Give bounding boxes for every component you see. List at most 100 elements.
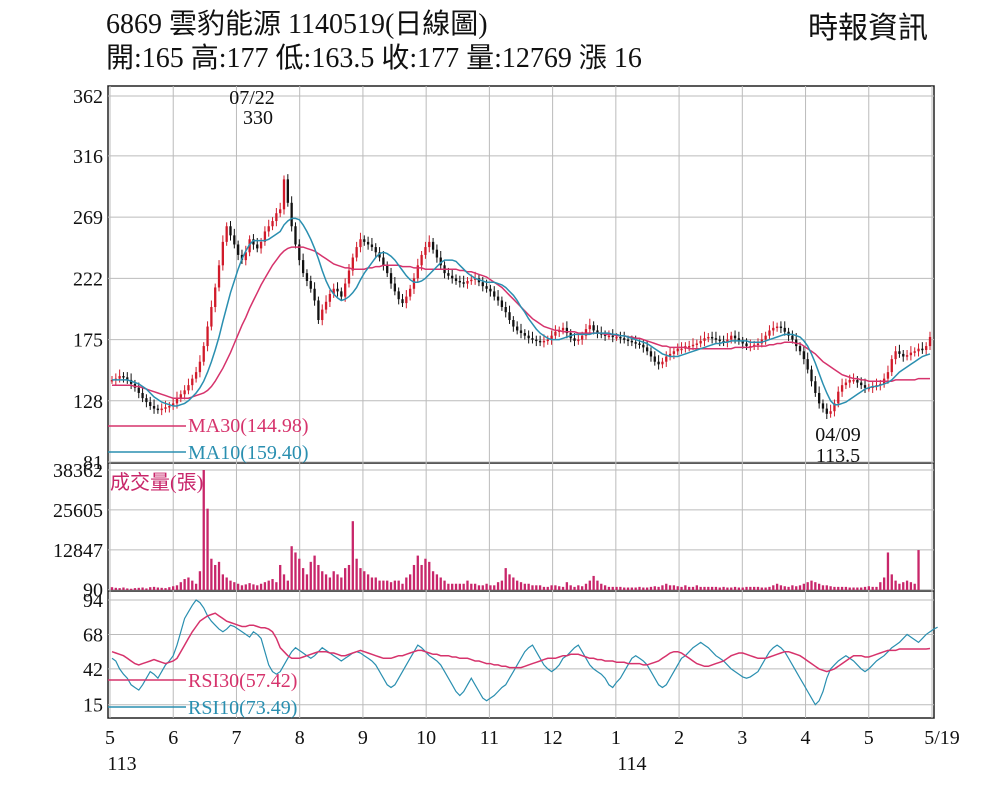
volume-bar [149, 587, 152, 590]
rsi-tick-label: 42 [83, 659, 103, 681]
candle-body [347, 270, 351, 284]
candle-body [592, 325, 595, 331]
year-label: 113 [107, 753, 136, 775]
volume-bar [236, 583, 240, 590]
candle-body [397, 291, 400, 300]
volume-bar [344, 568, 347, 590]
candle-body [802, 351, 806, 360]
candle-body [527, 335, 530, 339]
candle-body [126, 377, 129, 380]
candle-body [623, 338, 626, 340]
candle-body [779, 326, 783, 329]
volume-bar [110, 587, 114, 590]
volume-bar [317, 564, 320, 590]
volume-bar [355, 558, 358, 590]
candle-body [860, 382, 863, 386]
volume-bar [301, 568, 305, 590]
candle-body [917, 348, 920, 352]
candle-body [668, 353, 672, 357]
volume-bar [707, 586, 710, 590]
candle-body [508, 312, 511, 321]
volume-bar [611, 586, 614, 590]
volume-bar [699, 586, 702, 590]
volume-bar [684, 585, 687, 590]
candle-body [206, 326, 209, 347]
volume-bar [733, 586, 737, 590]
volume-bar [902, 582, 905, 590]
volume-bar [313, 555, 316, 590]
volume-tick-label: 25605 [53, 500, 103, 522]
candle-body [236, 244, 240, 255]
candle-body [298, 244, 301, 261]
candle-body [393, 283, 397, 292]
candle-body [294, 226, 297, 245]
candle-body [913, 351, 916, 353]
candle-body [431, 241, 435, 250]
candle-body [485, 286, 488, 289]
volume-bar [840, 586, 844, 590]
volume-bar [703, 586, 706, 590]
candle-body [928, 336, 932, 347]
volume-bar [206, 508, 209, 590]
candle-body [355, 247, 358, 258]
x-tick-label: 8 [295, 727, 305, 749]
candle-body [172, 403, 175, 406]
candle-body [351, 257, 354, 271]
volume-bar [592, 575, 595, 590]
volume-bar [382, 580, 385, 590]
quote-summary: 開:165 高:177 低:163.5 收:177 量:12769 漲 16 [106, 43, 642, 74]
volume-bar [890, 574, 893, 590]
candle-body [122, 376, 125, 378]
candle-body [707, 336, 710, 339]
candle-body [886, 372, 890, 379]
candle-body [588, 325, 591, 330]
volume-bar [416, 555, 419, 590]
candle-body [611, 335, 614, 338]
candle-body [401, 299, 404, 304]
volume-bar [737, 587, 741, 590]
volume-bar [271, 579, 274, 590]
candle-body [256, 244, 259, 249]
candle-body [703, 338, 706, 341]
candle-body [370, 244, 374, 248]
volume-bar [626, 587, 630, 590]
candle-body [359, 239, 362, 248]
candle-body [160, 408, 163, 411]
volume-bar [321, 571, 324, 590]
candle-body [332, 288, 335, 294]
volume-bar [386, 580, 389, 590]
volume-bar [584, 583, 588, 590]
candle-body [221, 241, 225, 266]
volume-bar [462, 583, 465, 590]
volume-bar [749, 586, 752, 590]
candle-body [504, 307, 507, 313]
volume-bar [198, 571, 202, 590]
volume-bar [470, 583, 473, 590]
volume-bar [298, 558, 301, 590]
volume-bar [114, 587, 117, 590]
volume-bar [523, 583, 526, 590]
volume-bar [275, 582, 278, 590]
volume-bar [225, 577, 228, 590]
volume-bar [420, 564, 423, 590]
candle-body [252, 239, 255, 245]
price-tick-label: 128 [73, 391, 103, 413]
candle-body [714, 338, 718, 340]
candle-body [301, 260, 305, 274]
candle-body [619, 336, 622, 339]
candle-body [745, 343, 748, 347]
price-tick-label: 81 [83, 452, 103, 474]
volume-bar [665, 583, 668, 590]
candle-body [894, 351, 897, 360]
volume-bar [435, 574, 439, 590]
candle-body [366, 241, 370, 245]
candle-body [466, 280, 469, 284]
volume-bar [519, 582, 523, 590]
chart-frame [107, 85, 935, 719]
candle-body [821, 403, 825, 409]
volume-bar [779, 585, 783, 590]
candle-body [481, 282, 484, 287]
volume-bar [554, 585, 557, 590]
candle-body [512, 320, 515, 327]
volume-panel-label: 成交量(張) [110, 471, 203, 494]
